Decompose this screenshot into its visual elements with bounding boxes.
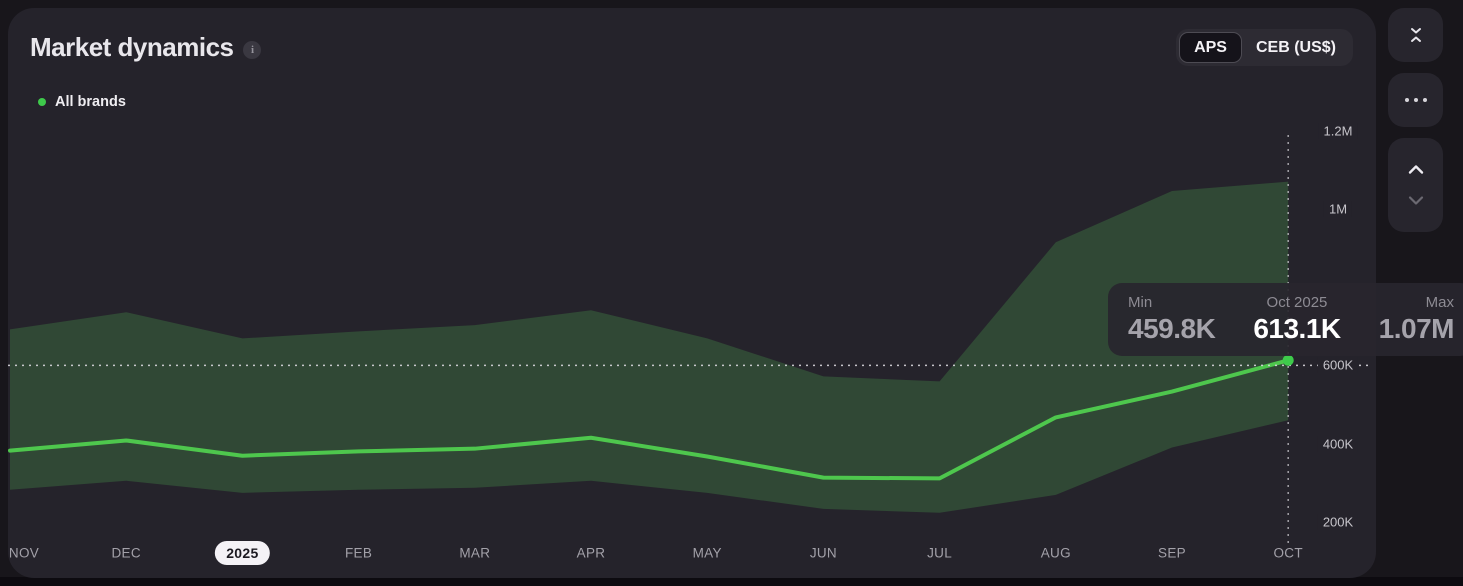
tooltip-max-column: Max 1.07M <box>1378 294 1455 344</box>
y-axis-label-400k: 400K <box>1317 435 1359 453</box>
collapse-button[interactable] <box>1388 8 1443 62</box>
tooltip-min-label: Min <box>1128 294 1153 311</box>
x-axis-label-sep: SEP <box>1158 545 1186 561</box>
more-options-button[interactable] <box>1388 73 1443 127</box>
y-axis-label-200k: 200K <box>1317 513 1359 531</box>
toggle-option-ceb[interactable]: CEB (US$) <box>1255 38 1336 56</box>
legend-label: All brands <box>55 94 126 110</box>
x-axis-label-may: MAY <box>692 545 722 561</box>
x-axis-label-mar: MAR <box>459 545 491 561</box>
tooltip-current-value: 613.1K <box>1253 313 1341 344</box>
chart-tooltip: Min 459.8K Oct 2025 613.1K Max 1.07M <box>1108 283 1463 356</box>
all-brands-line <box>8 358 1291 481</box>
tooltip-max-value: 1.07M <box>1378 313 1455 344</box>
selected-point-marker <box>1282 354 1294 366</box>
ellipsis-icon <box>1404 98 1427 102</box>
tooltip-min-value: 459.8K <box>1128 313 1216 344</box>
tooltip-date-column: Oct 2025 613.1K <box>1253 294 1341 344</box>
tooltip-date-label: Oct 2025 <box>1266 294 1328 311</box>
x-axis-label-feb: FEB <box>345 545 373 561</box>
y-axis-label-1m: 1M <box>1323 200 1353 218</box>
x-axis-label-oct: OCT <box>1273 545 1303 561</box>
y-axis-label-1.2m: 1.2M <box>1318 122 1358 140</box>
info-icon[interactable]: i <box>243 40 262 59</box>
x-axis-label-2025: 2025 <box>215 541 270 565</box>
legend-item-all-brands[interactable]: All brands <box>38 94 126 110</box>
tooltip-min-column: Min 459.8K <box>1128 294 1216 344</box>
page-title: Market dynamics <box>30 32 234 62</box>
tooltip-max-label: Max <box>1425 294 1454 311</box>
y-axis-label-600k: 600K <box>1317 356 1359 374</box>
unit-toggle: APS CEB (US$) <box>1176 29 1353 66</box>
chevron-up-icon[interactable] <box>1407 164 1425 175</box>
min-max-band-area <box>10 181 1289 513</box>
x-axis-label-apr: APR <box>576 545 606 561</box>
x-axis-label-jul: JUL <box>927 545 953 561</box>
legend-dot-icon <box>38 98 46 106</box>
x-axis-label-aug: AUG <box>1040 545 1071 561</box>
card-header: Market dynamics i <box>30 32 262 63</box>
market-dynamics-card: Market dynamics i All brands APS CEB (US… <box>8 8 1463 578</box>
page-bottom-strip <box>0 577 1463 586</box>
collapse-vertical-icon <box>1410 28 1421 42</box>
chevron-down-icon[interactable] <box>1407 195 1425 206</box>
scroll-button-group <box>1388 138 1443 232</box>
x-axis-label-dec: DEC <box>111 545 141 561</box>
x-axis-label-jun: JUN <box>809 545 837 561</box>
toggle-option-aps[interactable]: APS <box>1179 32 1242 63</box>
x-axis-label-nov: NOV <box>8 545 40 561</box>
